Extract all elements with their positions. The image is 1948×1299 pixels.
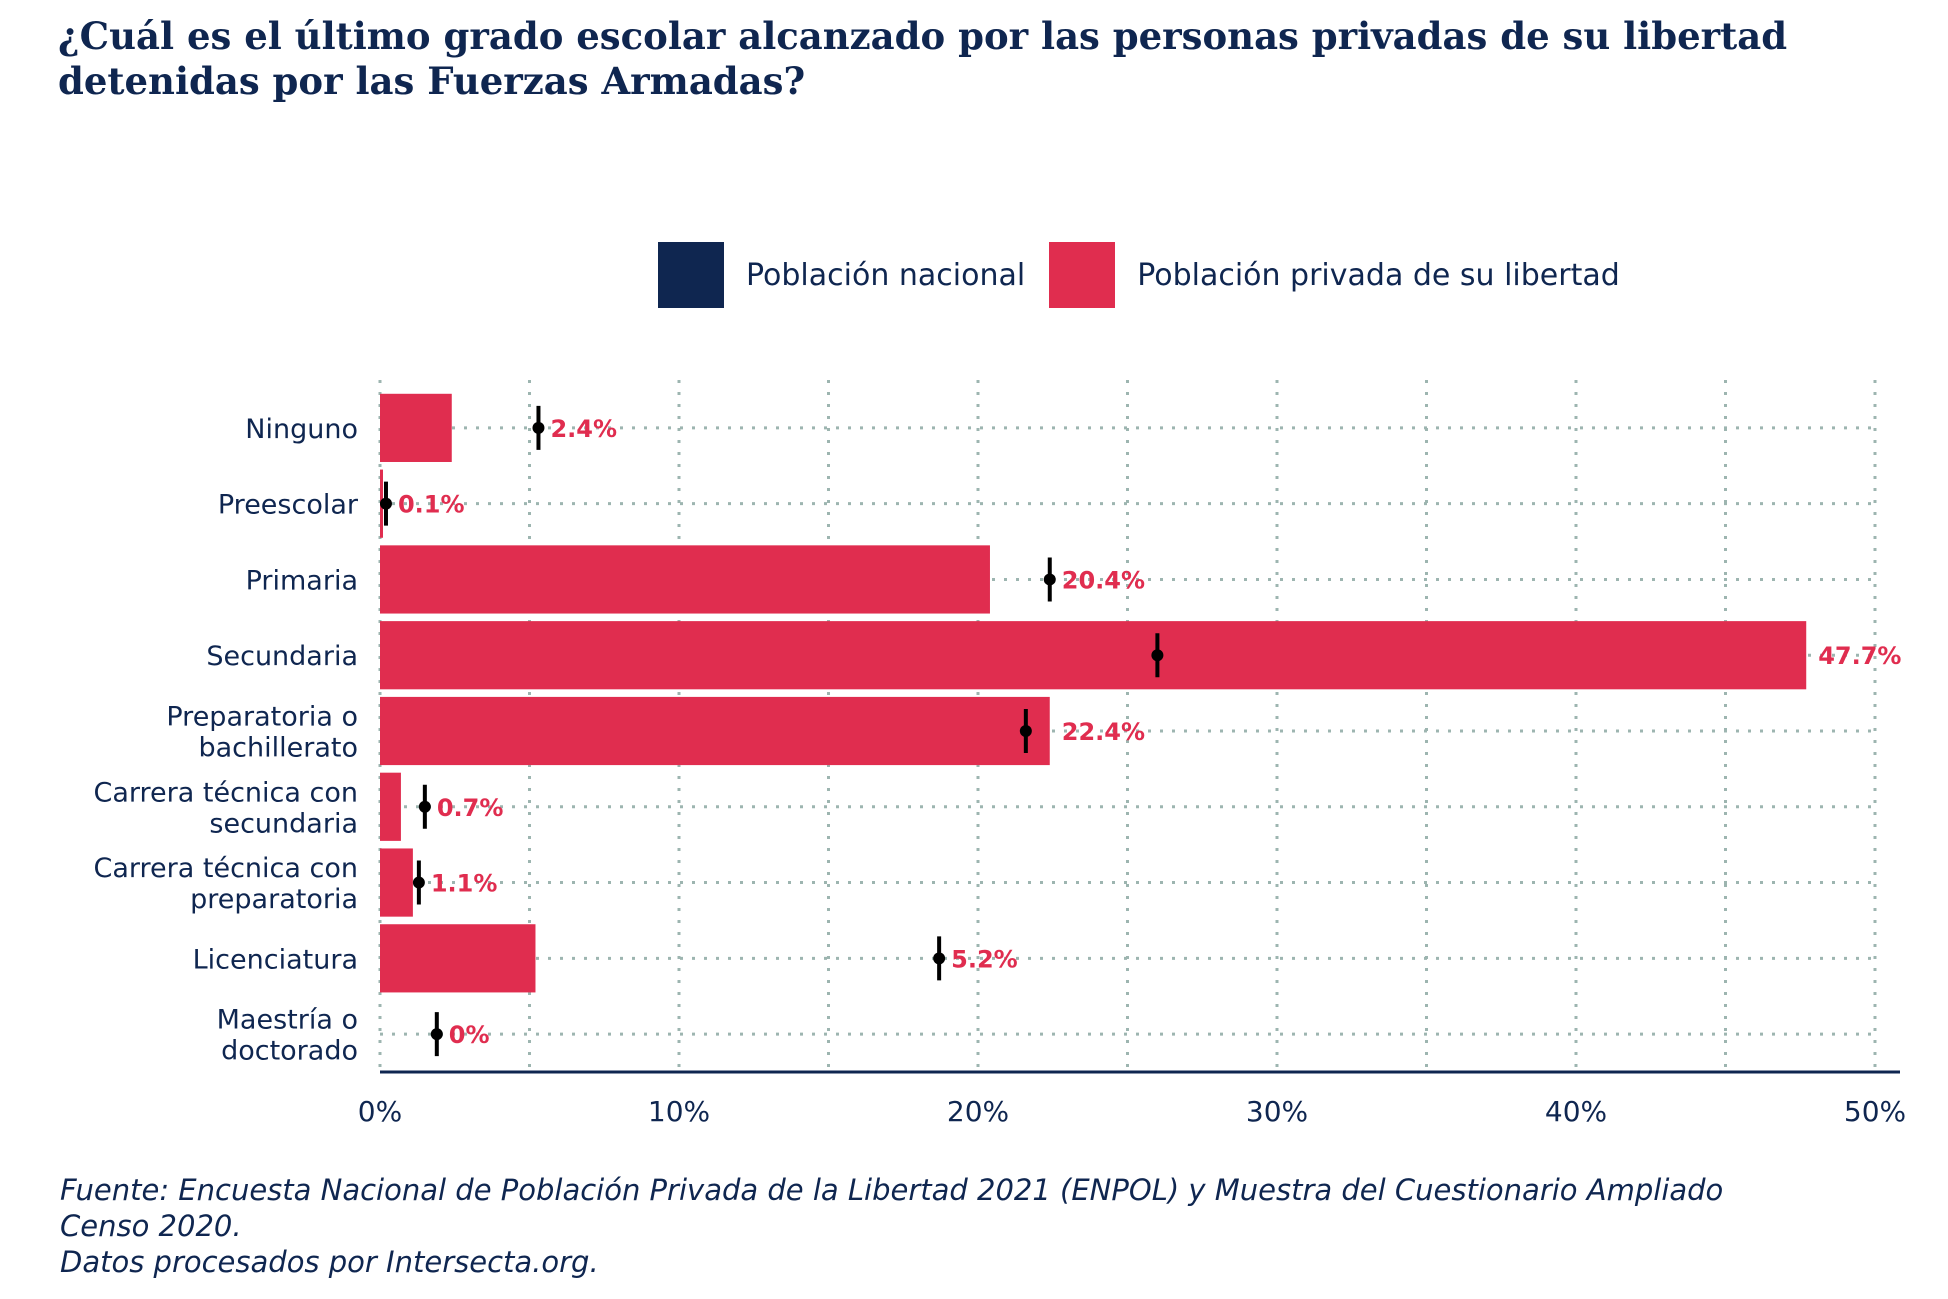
data-label: 0.1% xyxy=(398,491,465,519)
source-line-3: Datos procesados por Intersecta.org. xyxy=(60,1245,599,1279)
chart-title: ¿Cuál es el último grado escolar alcanza… xyxy=(58,14,1858,104)
national-point xyxy=(933,952,946,965)
national-point xyxy=(532,421,545,434)
data-label: 20.4% xyxy=(1062,566,1145,594)
source-line-1: Fuente: Encuesta Nacional de Población P… xyxy=(60,1173,1724,1207)
category-label: Maestría o xyxy=(217,1005,358,1036)
data-label: 22.4% xyxy=(1062,718,1145,746)
data-labels: 2.4% 0.1% 20.4% 47.7% 22.4% 0.7% 1.1% 5.2% 0% xyxy=(398,415,1902,1049)
national-point xyxy=(1019,725,1032,737)
data-label: 5.2% xyxy=(951,945,1018,973)
bar-prison xyxy=(380,545,990,614)
bar-chart: 2.4% 0.1% 20.4% 47.7% 22.4% 0.7% 1.1% 5.2% 0% Ni… xyxy=(94,380,1906,1128)
category-label: bachillerato xyxy=(198,733,358,764)
data-label: 47.7% xyxy=(1818,642,1901,670)
category-label: Licenciatura xyxy=(193,944,358,975)
national-point xyxy=(418,800,431,813)
bar-prison xyxy=(380,924,536,993)
legend-item-national: Población nacional xyxy=(658,242,1049,308)
bar-prison xyxy=(380,696,1050,766)
category-label: Primaria xyxy=(246,565,358,596)
national-point xyxy=(1151,649,1164,662)
bars xyxy=(380,393,1807,993)
category-label: preparatoria xyxy=(190,884,358,915)
category-label: Preparatoria o xyxy=(166,702,358,733)
category-label: Ninguno xyxy=(245,414,358,445)
chart-title-line-1: ¿Cuál es el último grado escolar alcanza… xyxy=(58,14,1788,58)
data-label: 2.4% xyxy=(550,415,617,443)
x-axis: 0% 10% 20% 30% 40% 50% xyxy=(358,1070,1906,1128)
bar-prison xyxy=(380,393,452,462)
category-labels: Ninguno Preescolar Primaria Secundaria Prepa… xyxy=(94,414,359,1067)
x-tick-label: 40% xyxy=(1545,1095,1607,1128)
category-label: Preescolar xyxy=(218,490,359,521)
legend-label-national: Población nacional xyxy=(746,257,1026,293)
legend-swatch-national xyxy=(658,242,724,308)
category-label: Carrera técnica con xyxy=(94,853,358,884)
data-label: 1.1% xyxy=(431,870,498,898)
chart-title-line-2: detenidas por las Fuerzas Armadas? xyxy=(58,59,806,103)
source-note: Fuente: Encuesta Nacional de Población P… xyxy=(60,1172,1900,1280)
x-tick-label: 30% xyxy=(1246,1095,1308,1128)
category-label: Carrera técnica con xyxy=(94,777,358,808)
x-tick-label: 10% xyxy=(648,1095,710,1128)
chart-legend: Población nacional Población privada de … xyxy=(658,242,1644,308)
national-point xyxy=(412,876,425,889)
x-tick-label: 50% xyxy=(1844,1095,1906,1128)
category-label: secundaria xyxy=(209,808,358,839)
legend-label-prison: Población privada de su libertad xyxy=(1137,257,1620,293)
national-point xyxy=(430,1028,443,1041)
data-label: 0.7% xyxy=(437,794,504,822)
source-line-2: Censo 2020. xyxy=(60,1209,242,1243)
x-tick-label: 0% xyxy=(358,1095,402,1128)
bar-prison xyxy=(380,848,413,917)
bar-prison xyxy=(380,621,1807,690)
national-point xyxy=(379,497,392,510)
national-markers xyxy=(379,405,1164,1057)
category-label: doctorado xyxy=(221,1036,358,1067)
data-label: 0% xyxy=(449,1021,490,1049)
x-tick-label: 20% xyxy=(947,1095,1009,1128)
national-point xyxy=(1043,573,1056,586)
legend-swatch-prison xyxy=(1049,242,1116,308)
bar-prison xyxy=(380,772,401,841)
category-label: Secundaria xyxy=(206,641,358,672)
legend-item-prison: Población privada de su libertad xyxy=(1049,242,1644,308)
